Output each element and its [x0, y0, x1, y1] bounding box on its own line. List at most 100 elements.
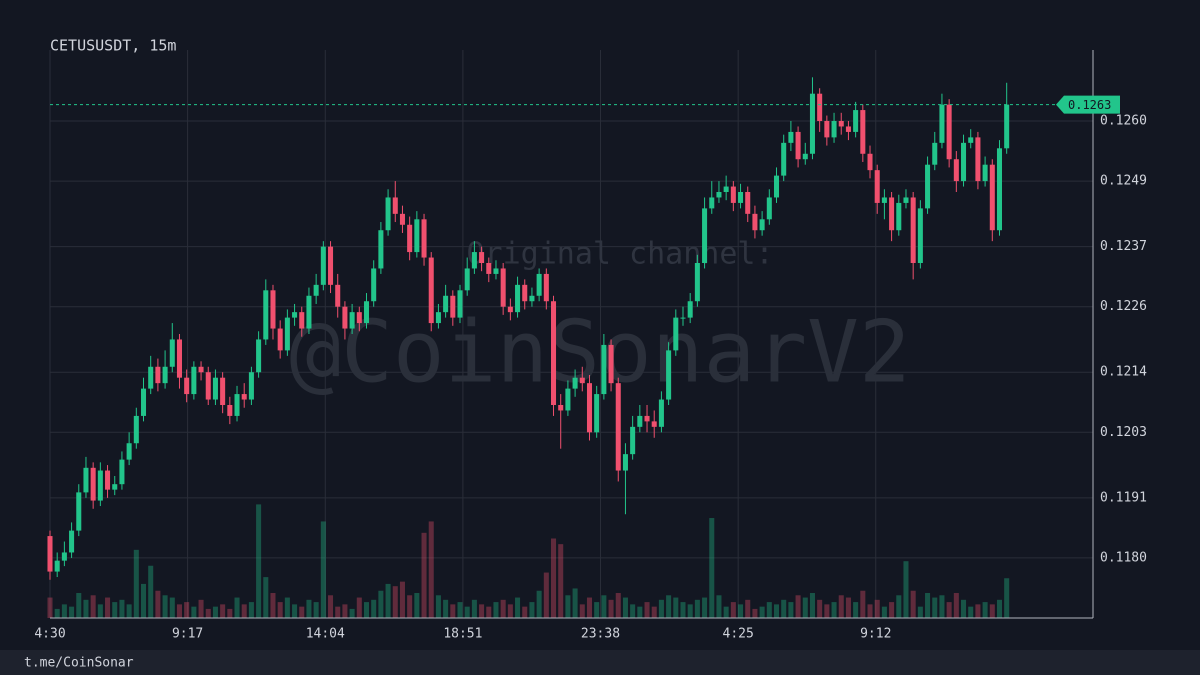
volume-bar: [126, 604, 132, 618]
candle-body: [925, 164, 931, 209]
volume-bar: [119, 599, 125, 618]
candle-body: [220, 377, 226, 405]
candle-body: [709, 197, 715, 209]
volume-bar: [112, 602, 118, 618]
volume-bar: [759, 606, 765, 618]
volume-bar: [47, 597, 53, 618]
last-price-tag: [1056, 95, 1120, 114]
volume-bar: [205, 608, 211, 618]
volume-bar: [989, 604, 995, 618]
volume-bar: [896, 595, 902, 618]
volume-bar: [838, 595, 844, 618]
candle-body: [766, 197, 772, 220]
volume-bar: [83, 599, 89, 618]
footer-text: t.me/CoinSonar: [24, 656, 134, 671]
candle-body: [874, 170, 880, 203]
volume-bar: [500, 599, 506, 618]
volume-bar: [745, 599, 751, 618]
volume-bar: [572, 588, 578, 618]
candle-body: [860, 110, 866, 154]
volume-bar: [925, 593, 931, 618]
volume-bar: [831, 602, 837, 618]
volume-bar: [248, 602, 254, 618]
candle-body: [363, 301, 370, 324]
candle-body: [184, 377, 190, 395]
candle-body: [76, 492, 82, 531]
candle-body: [284, 317, 290, 351]
volume-bar: [421, 532, 427, 618]
candle-body: [277, 328, 283, 351]
candle-body: [961, 142, 967, 182]
candle-body: [54, 560, 60, 572]
candle-body: [328, 246, 334, 285]
candle-body: [601, 344, 607, 395]
volume-bar: [176, 604, 182, 618]
candle-body: [97, 470, 103, 501]
y-tick-label: 0.1214: [1100, 365, 1147, 380]
candle-body: [515, 284, 521, 313]
volume-bar: [61, 604, 67, 618]
candle-body: [932, 142, 938, 165]
volume-bar: [536, 590, 542, 618]
candle-body: [738, 192, 744, 203]
volume-bar: [795, 595, 801, 618]
volume-bar: [917, 606, 923, 618]
volume-bar: [241, 604, 247, 618]
candle-body: [702, 208, 708, 263]
y-tick-label: 0.1226: [1100, 299, 1147, 314]
volume-bar: [853, 602, 859, 618]
volume-bar: [292, 604, 298, 618]
candle-body: [119, 459, 125, 485]
candle-body: [889, 197, 895, 231]
candle-body: [716, 192, 722, 198]
volume-bar: [407, 595, 413, 618]
volume-bar: [371, 599, 377, 618]
candle-body: [191, 366, 197, 395]
volume-bar: [903, 561, 909, 618]
candle-body: [371, 268, 377, 302]
volume-bar: [356, 597, 362, 618]
candle-body: [802, 153, 808, 160]
candle-body: [644, 415, 650, 422]
volume-bar: [586, 597, 593, 618]
candle-body: [378, 230, 384, 269]
candle-body: [176, 339, 182, 378]
candle-body: [399, 213, 405, 225]
volume-bar: [69, 606, 75, 618]
candle-body: [169, 339, 175, 367]
volume-bar: [932, 597, 938, 618]
volume-bar: [76, 593, 82, 618]
volume-bar: [414, 593, 420, 618]
candle-body: [500, 268, 506, 307]
volume-bar: [529, 602, 535, 618]
volume-bar: [874, 599, 880, 618]
candle-body: [464, 268, 470, 291]
candle-body: [637, 415, 643, 427]
candle-body: [148, 366, 154, 389]
volume-bar: [270, 593, 276, 618]
candle-body: [845, 126, 851, 132]
candle-body: [975, 137, 981, 182]
volume-bar: [550, 538, 557, 618]
volume-bar: [666, 595, 672, 618]
volume-bar: [169, 597, 175, 618]
volume-bar: [277, 602, 283, 618]
candle-body: [507, 306, 513, 313]
candle-body: [47, 536, 53, 572]
volume-bar: [975, 604, 981, 618]
candle-body: [896, 202, 902, 231]
grid: [49, 50, 1093, 618]
volume-bar: [162, 595, 168, 618]
volume-bar: [788, 602, 794, 618]
candle-body: [126, 443, 132, 460]
candle-body: [198, 366, 204, 373]
candle-body: [471, 252, 477, 269]
volume-bar: [730, 602, 736, 618]
volume-bar: [522, 606, 528, 618]
volume-bar: [781, 599, 787, 618]
candle-body: [558, 405, 564, 411]
candle-body: [69, 530, 75, 553]
volume-bar: [256, 504, 262, 618]
chart-title: CETUSUSDT, 15m: [50, 37, 176, 55]
volume-bar: [284, 597, 290, 618]
